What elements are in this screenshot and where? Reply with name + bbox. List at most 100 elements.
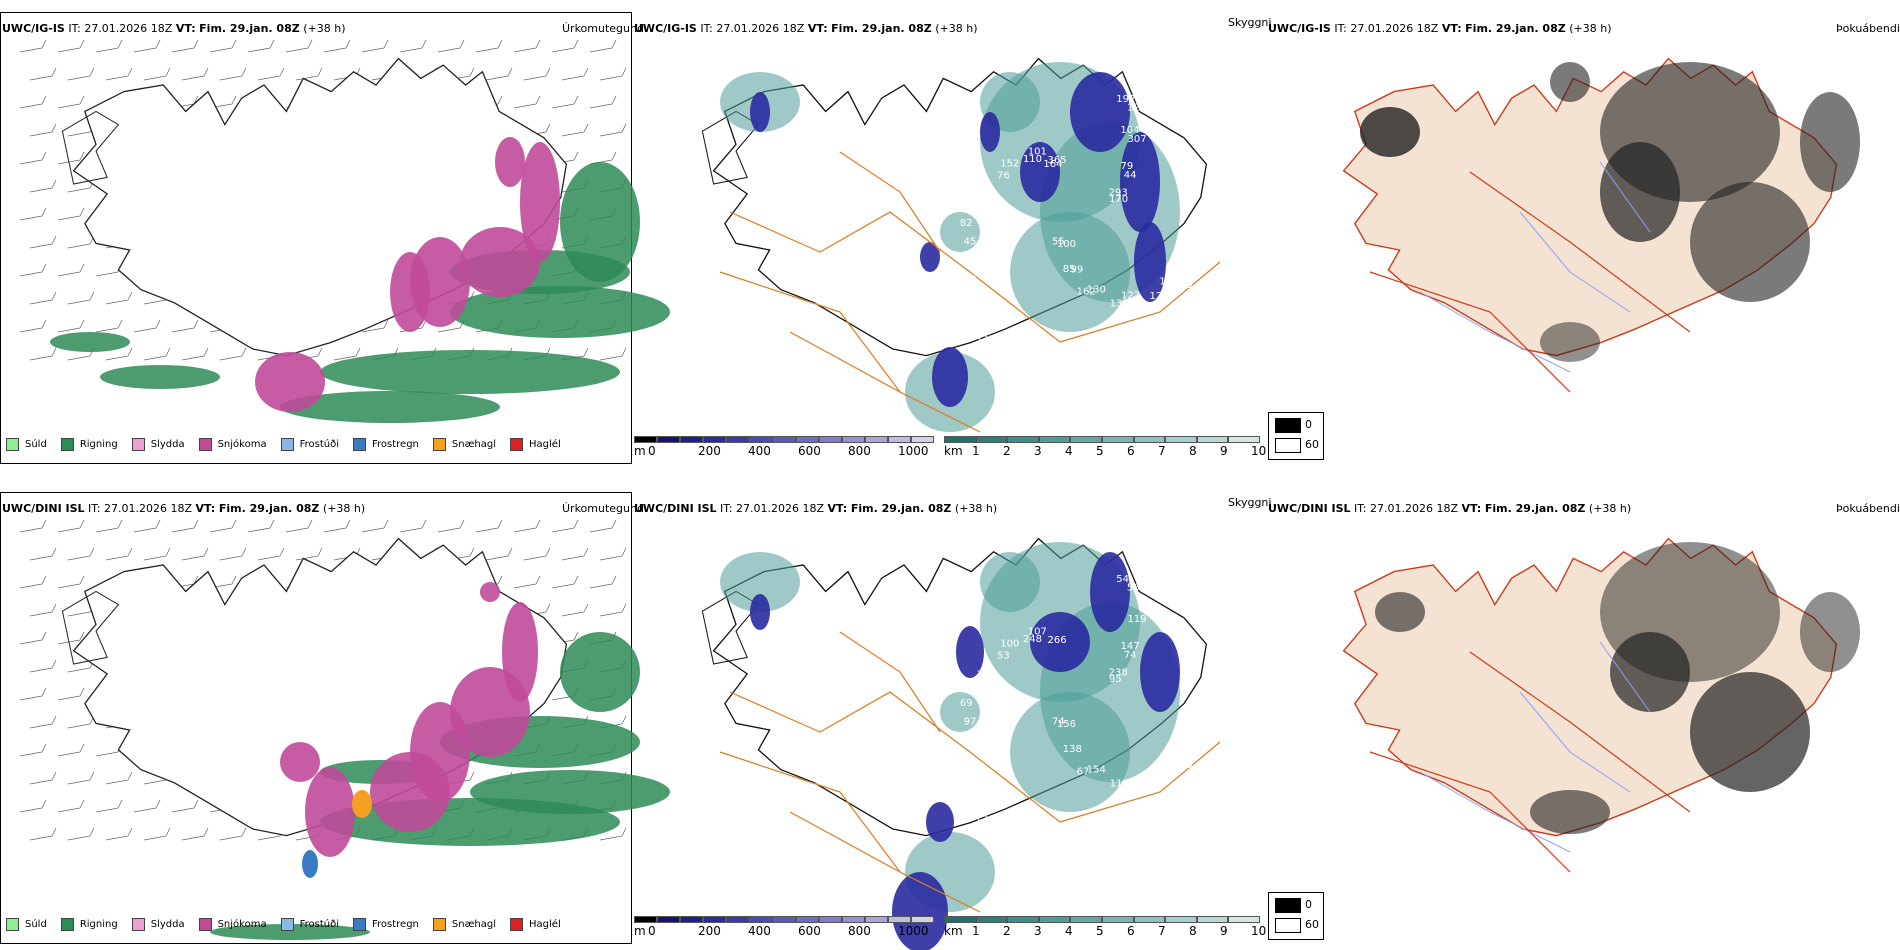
visibility-label: 119 — [1128, 614, 1147, 625]
fog-indicator-area — [1690, 672, 1810, 792]
visibility-label: 122 — [1127, 103, 1146, 114]
visibility-tick: 9 — [1220, 444, 1228, 458]
precip-legend-label: Snjókoma — [217, 919, 267, 930]
fog-legend-label: 60 — [1305, 438, 1319, 451]
height-tick: 400 — [748, 444, 771, 458]
lead-time: (+38 h) — [954, 502, 998, 515]
precip-legend-label: Frostúði — [299, 439, 339, 450]
visibility-colorbar-cell — [1196, 916, 1229, 923]
precip-legend-label: Rigning — [79, 439, 118, 450]
precip-legend-swatch — [510, 438, 524, 451]
lead-time: (+38 h) — [303, 22, 346, 35]
cloud-base-area — [1020, 142, 1060, 202]
cloud-base-area — [750, 92, 770, 132]
iceland-land — [1342, 57, 1838, 357]
height-tick: 200 — [698, 924, 721, 938]
visibility-colorbar-cell — [1070, 916, 1102, 923]
lead-time: (+38 h) — [1569, 22, 1612, 35]
height-colorbar-cell — [726, 916, 750, 923]
precip-legend-item: Frostregn — [353, 918, 419, 931]
init-time: IT: 27.01.2026 18Z — [700, 22, 805, 35]
visibility-label: 93 — [1180, 280, 1193, 291]
visibility-colorbar-cell — [975, 436, 1008, 443]
precip-legend-item: Frostúði — [280, 438, 339, 451]
visibility-label: 164 — [1043, 159, 1062, 170]
height-tick: 800 — [848, 924, 871, 938]
visibility-label: 102 — [1031, 18, 1050, 29]
visibility-label: 79 — [1121, 161, 1134, 172]
precip-legend-label: Frostregn — [372, 919, 419, 930]
precip-legend-swatch — [280, 438, 294, 451]
model-name: UWC/DINI ISL — [1268, 502, 1351, 515]
valid-time: Fim. 29.jan. 08Z — [1484, 502, 1586, 515]
precip-legend-item: Súld — [6, 918, 47, 931]
visibility-label: 206 — [976, 190, 995, 201]
visibility-tick: 5 — [1096, 444, 1104, 458]
visibility-colorbar-cell — [944, 436, 976, 443]
model-name: UWC/IG-IS — [1268, 22, 1331, 35]
visibility-label: 135 — [1088, 58, 1107, 69]
precip-legend-swatch — [131, 438, 145, 451]
river-line — [1419, 291, 1571, 373]
fog-legend-swatch — [1275, 898, 1301, 913]
precip-legend-item: Haglél — [510, 918, 561, 931]
precip-map-top — [0, 12, 632, 464]
river-line — [1599, 161, 1651, 233]
visibility-unit: km — [944, 444, 963, 458]
visibility-label: 147 — [1159, 277, 1178, 288]
precip-legend-label: Haglél — [529, 919, 561, 930]
visibility-label: 183 — [958, 274, 977, 285]
visibility-tick: 1 — [972, 924, 980, 938]
header-precip-top: UWC/IG-IS IT: 27.01.2026 18Z VT: Fim. 29… — [2, 22, 345, 35]
visibility-label: 73 — [977, 205, 990, 216]
visibility-label: 75 — [1046, 37, 1059, 48]
visibility-colorbar-cell — [1070, 436, 1102, 443]
precip-legend-swatch — [60, 918, 74, 931]
precip-legend-item: Frostúði — [280, 918, 339, 931]
visibility-area — [720, 72, 800, 132]
height-colorbar-cell — [657, 916, 681, 923]
init-time: IT: 27.01.2026 18Z — [720, 502, 825, 515]
lead-time: (+38 h) — [1588, 502, 1632, 515]
fog-legend-swatch — [1275, 418, 1301, 433]
visibility-area — [980, 62, 1140, 222]
visibility-label: 87 — [1103, 63, 1116, 74]
init-time: IT: 27.01.2026 18Z — [1354, 502, 1459, 515]
fog-indicator-area — [1800, 592, 1860, 672]
visibility-colorbar-cell — [1007, 436, 1039, 443]
visibility-map-bottom: 9510767566939547474100110163827526613811… — [701, 498, 1228, 950]
visibility-colorbar: km 1 2 3 4 5 6 7 8 9 10 — [944, 436, 1266, 462]
lead-time: (+38 h) — [935, 22, 978, 35]
visibility-label: 55 — [1052, 237, 1065, 248]
vis-title-bottom: Skyggni — [1228, 496, 1272, 509]
height-unit: m — [634, 444, 646, 458]
header-precip-bottom: UWC/DINI ISL IT: 27.01.2026 18Z VT: Fim.… — [2, 502, 365, 515]
precip-legend-swatch — [510, 918, 524, 931]
precip-legend-label: Snæhagl — [451, 919, 497, 930]
vis-title-top: Skyggni — [1228, 16, 1272, 29]
fog-legend-swatch — [1275, 918, 1301, 933]
init-time: IT: 27.01.2026 18Z — [68, 22, 173, 35]
road-line — [729, 211, 1061, 343]
precip-legend-item: Snæhagl — [432, 438, 496, 451]
visibility-label: 138 — [1063, 744, 1082, 755]
visibility-colorbar-cell — [1133, 916, 1166, 923]
precip-legend-label: Súld — [25, 439, 47, 450]
fog-legend: 0 60 — [1268, 412, 1324, 460]
fog-indicator-area — [1550, 62, 1590, 102]
visibility-label: 110 — [1110, 778, 1129, 789]
height-tick: 0 — [648, 444, 656, 458]
visibility-tick: 8 — [1189, 444, 1197, 458]
visibility-label: 44 — [1124, 170, 1137, 181]
fog-map-bottom — [1342, 537, 1860, 873]
visibility-label: 130 — [1087, 284, 1106, 295]
height-colorbar-cell — [818, 916, 842, 923]
visibility-label: 304 — [1064, 34, 1083, 45]
fog-indicator-area — [1690, 182, 1810, 302]
road-line — [1469, 651, 1691, 813]
visibility-label: 152 — [1000, 159, 1019, 170]
model-name: UWC/DINI ISL — [2, 502, 85, 515]
precip-legend-item: Súld — [6, 438, 47, 451]
precip-legend-item: Snæhagl — [432, 918, 497, 931]
visibility-area — [1040, 602, 1180, 782]
